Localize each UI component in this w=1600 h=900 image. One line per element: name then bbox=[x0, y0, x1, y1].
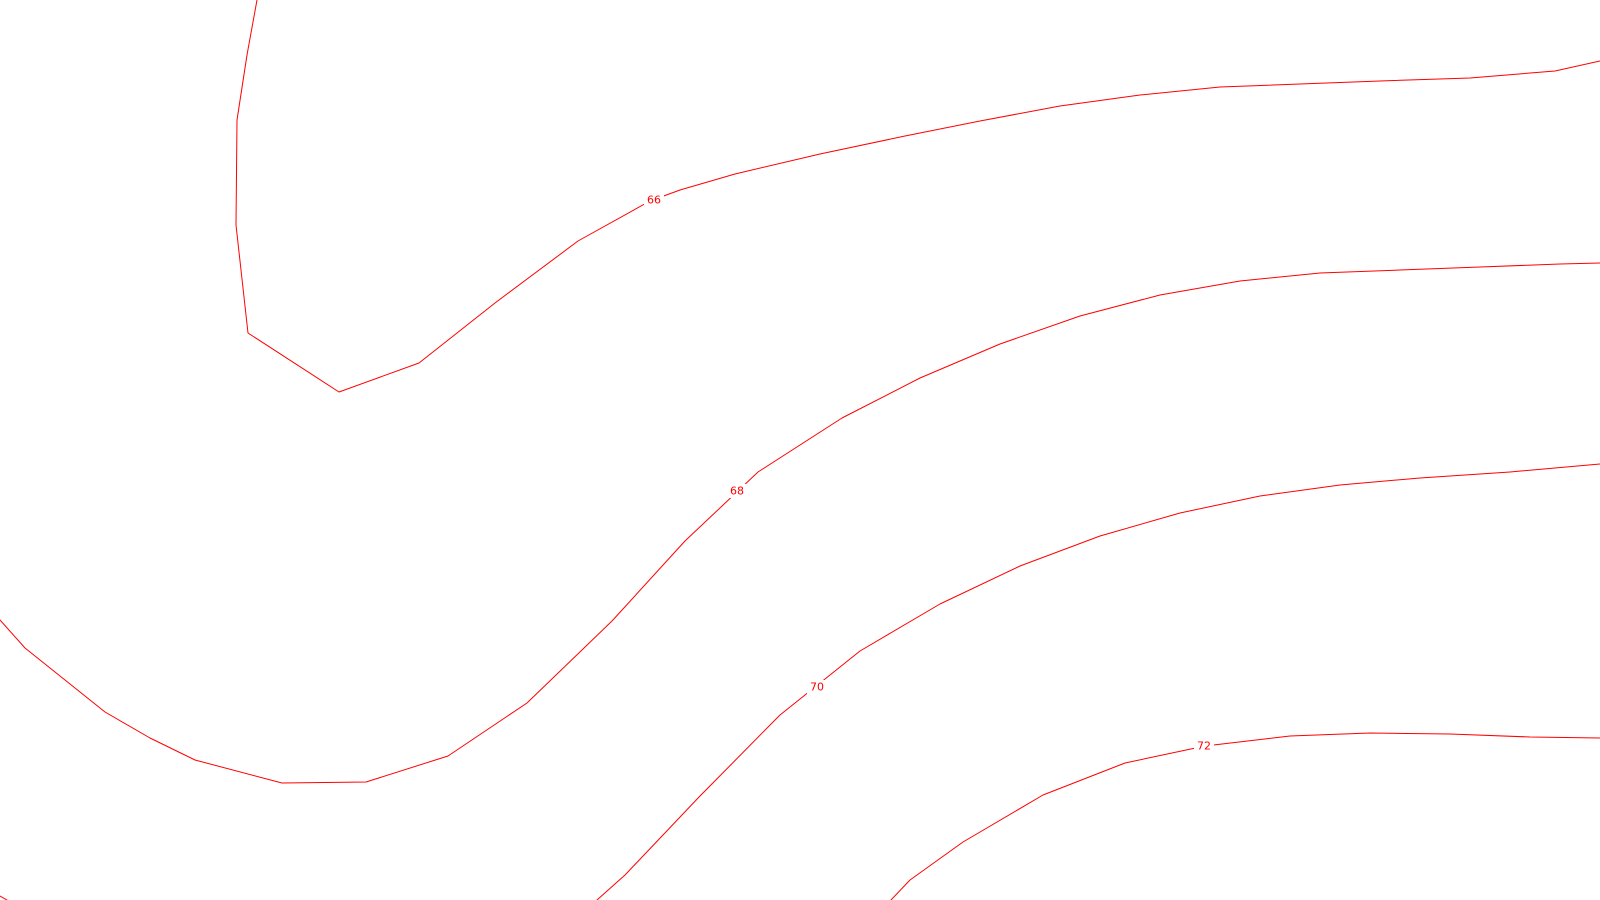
contour-label-66: 66 bbox=[647, 194, 661, 207]
contour-label-bg-70 bbox=[807, 680, 827, 694]
contour-label-bg-68 bbox=[727, 484, 747, 498]
contour-label-bg-72 bbox=[1194, 739, 1214, 753]
contour-72: 72 bbox=[890, 732, 1600, 900]
contour-label-bg-66 bbox=[644, 193, 664, 207]
contour-label-72: 72 bbox=[1197, 740, 1211, 753]
contour-line-66 bbox=[235, 0, 1600, 393]
contour-line-70 bbox=[596, 463, 1600, 900]
contour-line-68 bbox=[0, 262, 1600, 784]
contour-edge-fragment bbox=[0, 895, 8, 900]
contour-line-72 bbox=[890, 732, 1600, 900]
contour-label-68: 68 bbox=[730, 485, 744, 498]
contour-label-70: 70 bbox=[810, 681, 824, 694]
contour-66: 66 bbox=[235, 0, 1600, 393]
contour-70: 70 bbox=[596, 463, 1600, 900]
contour-68: 68 bbox=[0, 262, 1600, 784]
